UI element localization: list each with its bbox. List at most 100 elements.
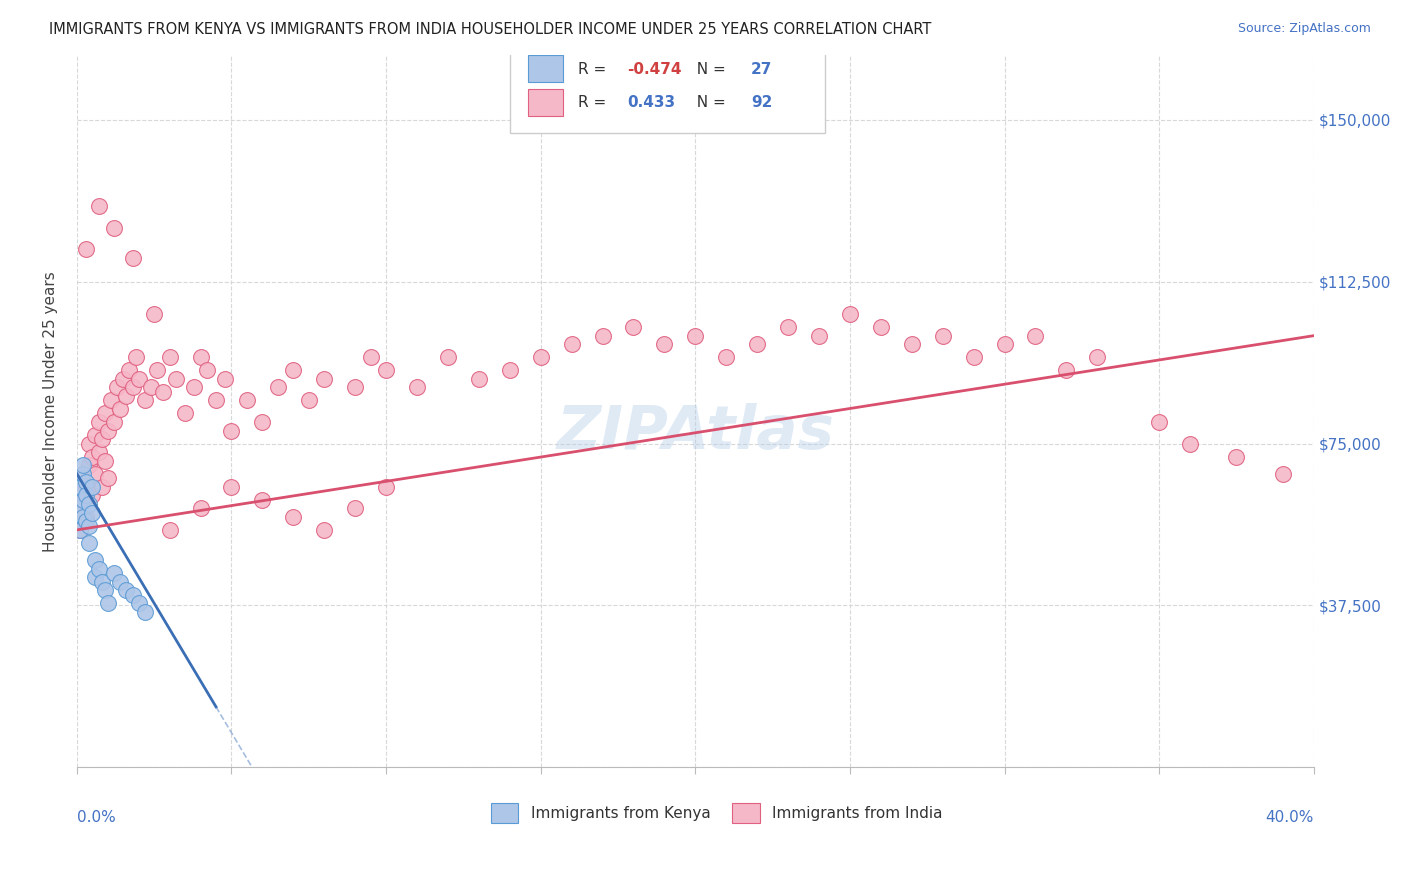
Point (128, 596, 150, 610)
Point (314, 372, 336, 386)
Point (283, 363, 305, 377)
Point (1271, 467, 1294, 481)
Point (69, 501, 91, 516)
Point (93, 454, 115, 468)
Text: 27: 27 (751, 62, 772, 77)
Point (72, 492, 94, 507)
Point (82, 488, 104, 502)
Point (90, 480, 112, 494)
Point (128, 372, 150, 386)
Point (103, 220, 125, 235)
Point (1054, 363, 1077, 377)
Point (108, 574, 131, 589)
Point (103, 566, 125, 580)
Point (143, 307, 166, 321)
Point (375, 363, 398, 377)
Point (716, 351, 738, 365)
Point (561, 337, 583, 351)
Point (69, 523, 91, 537)
Point (77, 497, 100, 511)
Point (236, 393, 259, 408)
Point (869, 320, 891, 334)
Point (84, 467, 107, 481)
Point (69, 501, 91, 516)
Point (314, 523, 336, 537)
Text: 0.433: 0.433 (627, 95, 675, 111)
Point (1024, 328, 1046, 343)
Point (1147, 415, 1170, 429)
Point (82, 506, 104, 520)
Point (72, 510, 94, 524)
Point (283, 510, 305, 524)
Point (159, 523, 181, 537)
Y-axis label: Householder Income Under 25 years: Householder Income Under 25 years (44, 271, 58, 551)
Point (252, 415, 274, 429)
Point (221, 424, 243, 438)
Point (75, 510, 97, 524)
Point (124, 351, 146, 365)
Point (121, 251, 143, 265)
Point (82, 450, 104, 464)
Text: Source: ZipAtlas.com: Source: ZipAtlas.com (1237, 22, 1371, 36)
Point (375, 480, 398, 494)
Point (93, 583, 115, 598)
Point (134, 605, 156, 619)
Point (1225, 450, 1247, 464)
Text: -0.474: -0.474 (627, 62, 682, 77)
Text: Immigrants from India: Immigrants from India (772, 806, 942, 821)
Point (118, 363, 141, 377)
Point (437, 351, 460, 365)
Point (183, 380, 205, 394)
Text: 0.0%: 0.0% (77, 810, 115, 825)
Point (808, 328, 831, 343)
Point (190, 351, 212, 365)
Point (75, 475, 97, 490)
Point (87, 562, 110, 576)
Point (165, 372, 187, 386)
Point (344, 501, 367, 516)
Point (72, 467, 94, 481)
Point (499, 363, 522, 377)
Point (592, 328, 614, 343)
Bar (491, 803, 519, 822)
Point (623, 320, 645, 334)
Point (93, 406, 115, 420)
Point (75, 480, 97, 494)
Point (103, 415, 125, 429)
Point (100, 393, 122, 408)
Point (108, 402, 131, 417)
Point (87, 199, 110, 213)
Point (778, 320, 800, 334)
Text: N =: N = (686, 62, 730, 77)
Point (77, 436, 100, 450)
Point (69, 480, 91, 494)
Point (685, 328, 707, 343)
Text: R =: R = (578, 62, 612, 77)
Point (195, 363, 218, 377)
Point (267, 380, 290, 394)
Point (839, 307, 862, 321)
Text: Immigrants from Kenya: Immigrants from Kenya (531, 806, 710, 821)
Point (993, 337, 1015, 351)
Point (146, 363, 169, 377)
Text: 40.0%: 40.0% (1265, 810, 1313, 825)
Point (84, 570, 107, 584)
Point (1085, 351, 1108, 365)
Point (654, 337, 676, 351)
Bar (733, 803, 759, 822)
Point (72, 467, 94, 481)
Text: N =: N = (686, 95, 730, 111)
Point (344, 380, 367, 394)
Point (97, 471, 120, 485)
Point (77, 536, 100, 550)
Point (75, 514, 97, 528)
Point (406, 380, 429, 394)
Point (298, 393, 321, 408)
Point (121, 380, 143, 394)
Point (84, 553, 107, 567)
Point (747, 337, 769, 351)
Point (931, 328, 953, 343)
Point (77, 518, 100, 533)
Point (190, 501, 212, 516)
Point (112, 372, 135, 386)
